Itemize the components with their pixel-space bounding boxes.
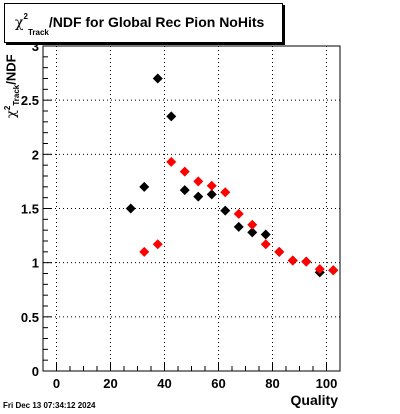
axis-ticks: 0 20 40 60 80 100 0 0.5 1 1.5 2 2.5 3	[21, 39, 341, 391]
y-axis-label: χ2Track/NDF	[3, 54, 21, 118]
chart-title-box: χ2Track/NDF for Global Rec Pion NoHits	[4, 3, 283, 43]
data-point	[247, 219, 258, 230]
y-tick-label: 0.5	[21, 310, 39, 325]
data-point	[193, 176, 204, 187]
y-tick-label: 1.5	[21, 202, 39, 217]
x-axis-label: Quality	[290, 392, 338, 408]
data-markers	[125, 73, 339, 278]
data-point	[220, 187, 231, 198]
x-tick-label: 20	[103, 376, 117, 391]
y-tick-label: 0	[32, 364, 39, 379]
grid-lines	[43, 45, 340, 372]
data-point	[220, 205, 231, 216]
data-point	[247, 227, 258, 238]
data-point	[328, 265, 339, 276]
x-tick-label: 60	[211, 376, 225, 391]
data-point	[139, 181, 150, 192]
x-tick-label: 80	[265, 376, 279, 391]
data-point	[301, 256, 312, 267]
data-point	[166, 156, 177, 167]
x-tick-label: 40	[157, 376, 171, 391]
x-tick-label: 0	[53, 376, 60, 391]
data-point	[152, 73, 163, 84]
y-tick-label: 2.5	[21, 93, 39, 108]
data-point	[233, 208, 244, 219]
data-point	[260, 239, 271, 250]
data-point	[206, 180, 217, 191]
data-point	[139, 246, 150, 257]
x-tick-label: 100	[316, 376, 338, 391]
data-point	[193, 191, 204, 202]
data-point	[152, 239, 163, 250]
y-tick-label: 1	[32, 256, 39, 271]
data-point	[260, 229, 271, 240]
data-point	[166, 111, 177, 122]
y-tick-label: 3	[32, 39, 39, 54]
data-point	[274, 246, 285, 257]
data-point	[125, 203, 136, 214]
data-point	[233, 221, 244, 232]
chart-title: χ2Track/NDF for Global Rec Pion NoHits	[15, 12, 265, 37]
data-point	[206, 189, 217, 200]
data-point	[287, 255, 298, 266]
data-point	[179, 185, 190, 196]
y-tick-label: 2	[32, 147, 39, 162]
data-point	[179, 166, 190, 177]
data-point	[314, 264, 325, 275]
timestamp-footer: Fri Dec 13 07:34:12 2024	[3, 401, 96, 410]
